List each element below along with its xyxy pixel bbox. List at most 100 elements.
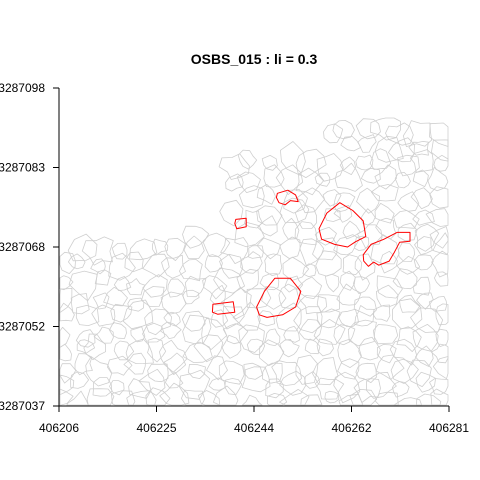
- tree-crown-outline: [182, 341, 213, 363]
- tree-crown-outline: [138, 368, 166, 396]
- tree-crown-outline: [340, 136, 362, 152]
- tree-crown-outline: [339, 156, 357, 176]
- tree-crown-outline: [431, 250, 449, 278]
- tree-crown-outline: [257, 215, 278, 237]
- tree-crown-outline: [213, 267, 246, 294]
- tree-crown-outline: [355, 154, 374, 171]
- tree-crown-outline: [158, 339, 188, 373]
- tree-crown-outline: [261, 154, 278, 171]
- tree-crown-outline: [315, 250, 342, 277]
- tree-crown-outline: [334, 162, 363, 192]
- tree-crown-outline: [125, 338, 154, 365]
- tree-crown-outline: [414, 223, 440, 252]
- tree-crown-outline: [123, 352, 147, 375]
- tree-crown-outline: [298, 318, 323, 341]
- tree-crown-outline: [248, 245, 264, 259]
- tree-crown-outline: [197, 390, 221, 406]
- tree-crown-outline: [142, 322, 166, 343]
- tree-crown-outline: [333, 324, 356, 346]
- tree-crown-outline: [167, 278, 186, 298]
- tree-crown-outline: [144, 308, 173, 336]
- tree-crown-outline: [160, 291, 187, 315]
- tree-crown-outline: [111, 242, 128, 260]
- tree-crown-outline: [265, 378, 284, 399]
- tree-crown-outline: [218, 360, 245, 385]
- highlighted-crown-outline: [362, 231, 411, 267]
- tree-crown-outline: [391, 381, 410, 398]
- tree-crown-outline: [219, 199, 244, 227]
- tree-crown-outline: [70, 371, 89, 389]
- highlighted-crown-outline: [318, 202, 367, 248]
- tree-crown-outline: [210, 309, 229, 328]
- tree-crown-outline: [352, 276, 370, 295]
- tree-crown-outline: [243, 362, 263, 380]
- tree-crown-outline: [314, 377, 345, 400]
- tree-crown-outline: [283, 325, 300, 343]
- tree-crown-outline: [241, 366, 271, 393]
- tree-crown-outline: [372, 324, 399, 345]
- tree-crown-outline: [413, 254, 434, 271]
- tree-crown-outline: [182, 314, 212, 345]
- tree-crown-outline: [354, 253, 376, 281]
- y-tick-label: 3287083: [0, 161, 45, 175]
- tree-crown-outline: [293, 306, 323, 334]
- tree-crown-outline: [366, 371, 397, 399]
- tree-crown-outline: [283, 189, 308, 214]
- tree-crown-outline: [295, 148, 327, 179]
- tree-crown-outline: [376, 344, 397, 364]
- tree-crown-outline: [375, 284, 399, 308]
- tree-crown-outline: [183, 235, 205, 259]
- tree-crown-outline: [316, 338, 334, 357]
- tree-crown-outline: [295, 354, 319, 385]
- tree-crown-outline: [209, 284, 226, 306]
- tree-crown-outline: [295, 167, 324, 196]
- x-tick-label: 406225: [136, 421, 176, 435]
- tree-crown-outline: [402, 120, 433, 148]
- tree-crown-outline: [279, 141, 306, 176]
- tree-crown-outline: [416, 292, 434, 310]
- tree-crown-outline: [109, 322, 127, 339]
- tree-crown-outline: [68, 270, 98, 302]
- tree-crown-outline: [432, 356, 449, 380]
- tree-crown-outline: [374, 164, 397, 190]
- tree-crown-outline: [336, 283, 362, 306]
- highlighted-crown-outline: [234, 217, 247, 230]
- tree-crown-outline: [179, 369, 211, 400]
- tree-crown-outline: [204, 254, 223, 273]
- tree-crown-outline: [374, 135, 404, 163]
- tree-crown-outline: [182, 225, 210, 249]
- tree-crown-outline: [246, 288, 272, 309]
- tree-crown-outline: [369, 148, 392, 170]
- tree-crown-outline: [314, 226, 337, 246]
- tree-crown-outline: [355, 118, 381, 140]
- x-tick-label: 406244: [234, 421, 274, 435]
- tree-crown-outline: [355, 362, 377, 384]
- tree-crown-outline: [397, 222, 418, 242]
- tree-crown-outline: [322, 189, 342, 207]
- x-tick-label: 406206: [39, 421, 79, 435]
- tree-crown-outline: [75, 329, 96, 348]
- tree-crown-outline: [416, 393, 442, 406]
- tree-crown-outline: [429, 186, 449, 209]
- chart-title: OSBS_015 : li = 0.3: [191, 51, 318, 67]
- tree-crown-outline: [430, 388, 449, 406]
- tree-crown-outline: [180, 389, 206, 406]
- tree-crown-outline: [246, 338, 266, 356]
- tree-crown-outline: [222, 305, 245, 330]
- tree-crown-outline: [408, 140, 429, 156]
- tree-crown-outline: [159, 382, 190, 406]
- tree-crown-outline: [332, 120, 355, 140]
- highlighted-crown-outline: [256, 277, 302, 318]
- y-tick-label: 3287037: [0, 399, 45, 413]
- background-crowns: [59, 117, 449, 406]
- tree-crown-outline: [279, 236, 301, 259]
- tree-crown-outline: [412, 209, 435, 226]
- tree-crown-outline: [353, 235, 370, 251]
- tree-crown-outline: [300, 295, 328, 315]
- tree-crown-outline: [410, 307, 444, 333]
- tree-crown-outline: [324, 390, 340, 404]
- tree-crown-outline: [358, 336, 381, 361]
- tree-crown-outline: [300, 394, 323, 406]
- tree-crown-outline: [221, 287, 252, 320]
- tree-crown-outline: [316, 153, 344, 182]
